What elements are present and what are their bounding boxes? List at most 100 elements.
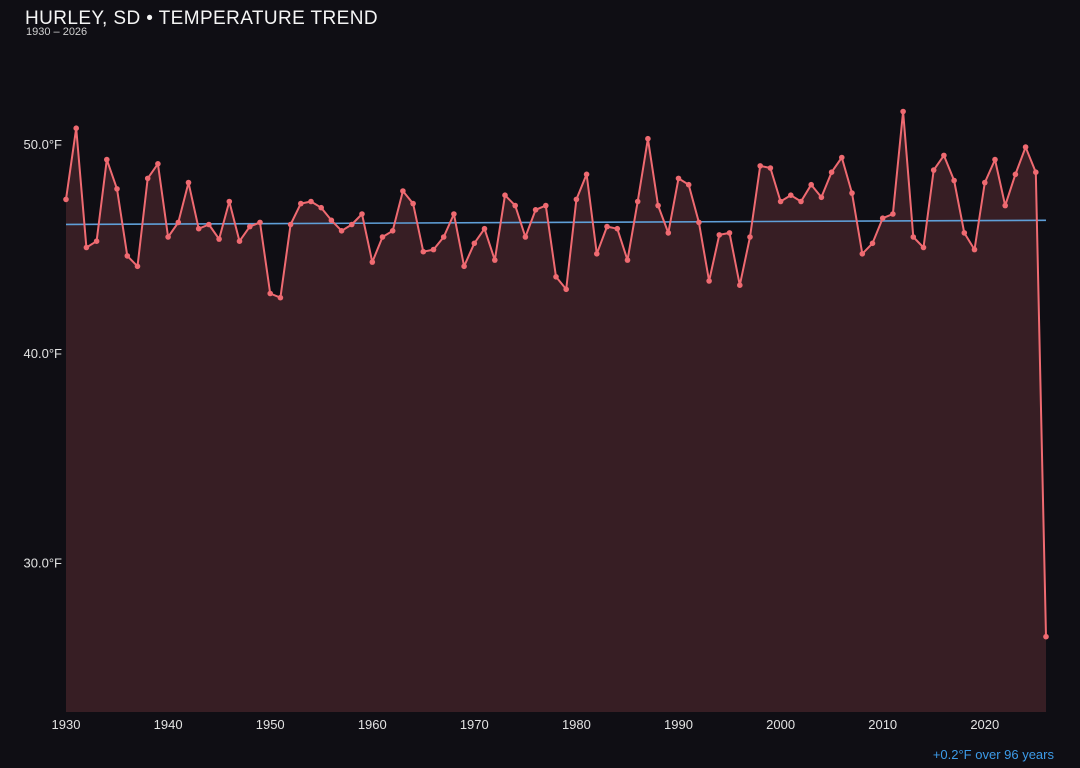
- data-point: [1033, 169, 1039, 175]
- data-point: [706, 278, 712, 284]
- data-point: [257, 219, 263, 226]
- x-tick-label: 1970: [460, 717, 489, 732]
- x-tick-label: 1990: [664, 717, 693, 732]
- data-point: [655, 202, 661, 209]
- data-point: [410, 200, 416, 207]
- data-point: [400, 188, 406, 194]
- data-point: [961, 230, 968, 236]
- data-point: [828, 169, 835, 175]
- data-point: [777, 198, 784, 205]
- data-point: [430, 246, 437, 253]
- data-point: [890, 211, 896, 217]
- data-point: [553, 274, 559, 280]
- data-point: [747, 234, 753, 240]
- data-point: [471, 240, 478, 247]
- data-point: [645, 135, 651, 142]
- data-point: [675, 175, 682, 182]
- data-point: [175, 219, 182, 226]
- data-point: [134, 263, 141, 270]
- data-point: [716, 232, 723, 238]
- data-point: [512, 202, 518, 209]
- data-point: [869, 240, 876, 247]
- data-point: [726, 230, 733, 236]
- data-point: [318, 204, 325, 211]
- data-point: [624, 257, 631, 263]
- data-point: [308, 198, 314, 205]
- data-point: [267, 290, 274, 297]
- data-point: [685, 181, 692, 188]
- data-point: [920, 244, 927, 251]
- x-tick-label: 2000: [766, 717, 795, 732]
- data-point: [328, 217, 335, 224]
- data-point: [144, 175, 151, 182]
- page-title: HURLEY, SD • TEMPERATURE TREND: [25, 8, 378, 29]
- data-point: [971, 246, 978, 253]
- data-point: [440, 234, 447, 240]
- data-point: [522, 234, 529, 240]
- data-point: [114, 186, 120, 192]
- data-point: [277, 294, 284, 301]
- data-point: [982, 179, 988, 186]
- data-point: [236, 238, 243, 244]
- data-point: [185, 179, 192, 186]
- data-point: [767, 165, 774, 171]
- data-point: [481, 225, 488, 232]
- data-point: [614, 225, 621, 232]
- data-point: [155, 161, 161, 167]
- data-point: [226, 198, 233, 205]
- data-point: [665, 230, 672, 236]
- y-tick-label: 50.0°F: [24, 137, 63, 152]
- data-point: [604, 223, 610, 230]
- data-point: [808, 181, 814, 188]
- x-tick-label: 1980: [562, 717, 591, 732]
- data-point: [93, 238, 100, 244]
- trend-summary-label: +0.2°F over 96 years: [932, 747, 1054, 762]
- data-point: [298, 200, 304, 207]
- data-point: [900, 108, 906, 115]
- data-point: [165, 234, 171, 240]
- data-point: [349, 221, 355, 228]
- data-point: [1012, 171, 1019, 178]
- data-point: [83, 244, 90, 251]
- x-tick-label: 1950: [256, 717, 285, 732]
- area-fill: [66, 111, 1046, 712]
- data-point: [195, 225, 202, 232]
- data-point: [247, 223, 253, 230]
- data-point: [104, 156, 110, 163]
- data-point: [1002, 202, 1008, 209]
- data-point: [910, 234, 917, 240]
- data-point: [788, 192, 794, 198]
- y-tick-label: 40.0°F: [24, 346, 63, 361]
- data-point: [379, 234, 386, 240]
- page-subtitle: 1930 – 2026: [26, 26, 88, 38]
- x-tick-label: 2020: [970, 717, 999, 732]
- data-point: [359, 211, 365, 217]
- data-point: [573, 196, 580, 203]
- x-tick-label: 1940: [154, 717, 183, 732]
- data-point: [563, 286, 569, 293]
- data-point: [216, 236, 222, 242]
- data-point: [492, 257, 498, 263]
- data-point: [420, 248, 427, 255]
- data-point: [930, 167, 937, 173]
- data-point: [206, 221, 212, 228]
- data-point: [634, 198, 641, 205]
- data-point: [839, 154, 845, 161]
- y-tick-label: 30.0°F: [24, 555, 63, 570]
- data-point: [1043, 633, 1049, 640]
- data-point: [532, 207, 539, 213]
- data-point: [124, 253, 131, 259]
- data-point: [859, 251, 866, 257]
- data-point: [461, 263, 467, 270]
- data-point: [389, 228, 396, 234]
- data-point: [737, 282, 743, 289]
- x-tick-label: 2010: [868, 717, 897, 732]
- data-point: [849, 190, 855, 196]
- data-point: [798, 198, 804, 205]
- x-tick-label: 1960: [358, 717, 387, 732]
- data-point: [502, 192, 508, 198]
- x-tick-label: 1930: [52, 717, 81, 732]
- data-point: [73, 125, 79, 131]
